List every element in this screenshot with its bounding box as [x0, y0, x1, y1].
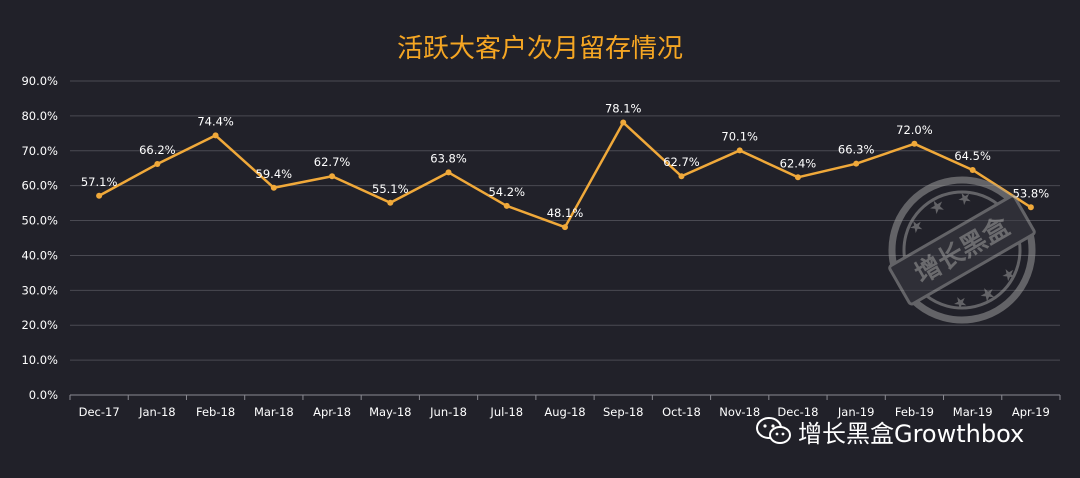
y-tick-label: 40.0%	[21, 248, 58, 262]
x-tick-label: Dec-18	[777, 405, 818, 419]
data-point	[911, 140, 918, 147]
data-point	[736, 147, 743, 154]
data-label: 74.4%	[197, 114, 234, 128]
data-point	[212, 132, 219, 139]
data-label: 55.1%	[372, 182, 409, 196]
data-label: 66.3%	[838, 143, 875, 157]
x-tick-label: Jan-19	[837, 405, 875, 419]
data-label: 63.8%	[430, 151, 467, 165]
x-tick-label: Mar-19	[953, 405, 993, 419]
x-tick-label: Jul-18	[489, 405, 523, 419]
x-tick-label: Jun-18	[429, 405, 467, 419]
y-tick-label: 80.0%	[21, 109, 58, 123]
data-point	[853, 160, 860, 167]
chart-title: 活跃大客户次月留存情况	[396, 34, 683, 64]
data-point	[96, 192, 103, 199]
data-point	[445, 169, 452, 176]
x-tick-label: Mar-18	[254, 405, 294, 419]
data-label: 54.2%	[488, 185, 525, 199]
svg-text:★: ★	[976, 281, 1000, 307]
y-tick-label: 10.0%	[21, 353, 58, 367]
data-point	[562, 224, 568, 231]
y-tick-label: 70.0%	[21, 144, 58, 158]
x-tick-label: Feb-19	[895, 405, 934, 419]
data-point	[1027, 204, 1034, 211]
data-label: 66.2%	[139, 143, 176, 157]
x-tick-label: Nov-18	[719, 405, 760, 419]
data-label: 62.4%	[780, 156, 817, 170]
data-label: 64.5%	[954, 149, 991, 163]
y-tick-label: 20.0%	[21, 318, 58, 332]
svg-text:★: ★	[925, 194, 949, 220]
x-tick-label: Sep-18	[603, 405, 643, 419]
credit: 增长黑盒Growthbox	[756, 414, 1024, 448]
data-point	[969, 166, 976, 173]
y-tick-label: 0.0%	[29, 388, 58, 402]
data-point	[387, 199, 394, 206]
data-point	[329, 173, 336, 180]
data-label: 62.7%	[314, 155, 351, 169]
svg-text:★: ★	[949, 291, 971, 315]
credit-text: 增长黑盒Growthbox	[798, 419, 1025, 448]
svg-text:★: ★	[954, 186, 976, 210]
data-label: 57.1%	[81, 175, 118, 189]
x-tick-label: Apr-18	[313, 405, 351, 419]
x-tick-label: Aug-18	[544, 405, 585, 419]
y-tick-label: 50.0%	[21, 214, 58, 228]
watermark-seal-icon: ★ ★ ★ ★ ★ ★ 增长黑盒	[888, 176, 1036, 324]
x-tick-label: Apr-19	[1012, 405, 1050, 419]
data-label: 70.1%	[721, 129, 758, 143]
data-label: 53.8%	[1013, 186, 1050, 200]
svg-text:★: ★	[905, 214, 927, 238]
data-point	[620, 119, 627, 126]
x-tick-label: Oct-18	[662, 405, 701, 419]
data-label: 72.0%	[896, 123, 933, 137]
data-point	[270, 184, 277, 191]
x-tick-label: Jan-18	[138, 405, 176, 419]
data-point	[678, 173, 685, 180]
y-tick-label: 90.0%	[21, 74, 58, 88]
data-label: 48.1%	[547, 206, 584, 220]
data-point	[503, 202, 510, 209]
x-tick-label: May-18	[369, 405, 411, 419]
x-tick-label: Dec-17	[79, 405, 120, 419]
data-point	[794, 174, 801, 181]
y-tick-label: 60.0%	[21, 179, 58, 193]
data-label: 62.7%	[663, 155, 700, 169]
data-label: 78.1%	[605, 102, 642, 116]
wechat-icon	[756, 417, 791, 444]
data-point	[154, 161, 161, 168]
y-tick-label: 30.0%	[21, 283, 58, 297]
x-tick-label: Feb-18	[196, 405, 235, 419]
data-label: 59.4%	[256, 167, 293, 181]
